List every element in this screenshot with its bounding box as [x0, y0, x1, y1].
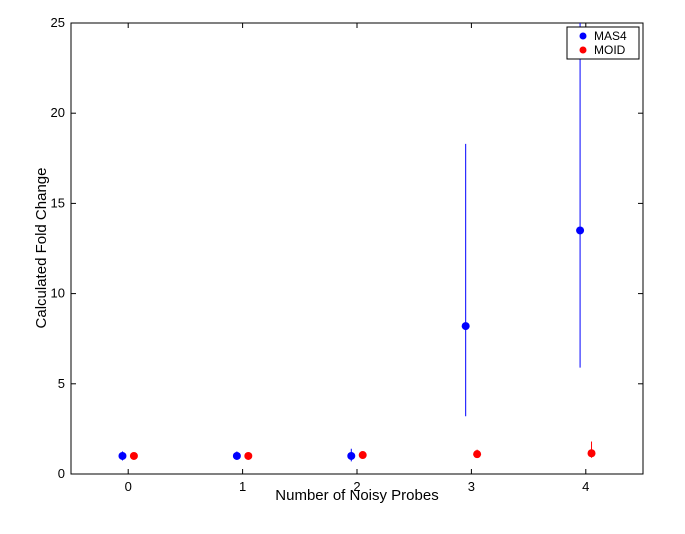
legend-label-mas4: MAS4: [594, 29, 627, 43]
data-point-moid: [129, 451, 138, 460]
data-point-mas4: [576, 226, 585, 235]
data-point-mas4: [347, 451, 356, 460]
x-tick-label: 1: [239, 479, 246, 494]
data-point-mas4: [118, 451, 127, 460]
data-point-mas4: [232, 451, 241, 460]
legend-label-moid: MOID: [594, 43, 626, 57]
data-point-moid: [358, 451, 367, 460]
y-tick-label: 0: [58, 466, 65, 481]
legend-marker-moid: [579, 46, 587, 54]
y-axis-label: Calculated Fold Change: [33, 168, 50, 329]
legend-marker-mas4: [579, 32, 587, 40]
legend: MAS4 MOID: [566, 26, 640, 60]
data-point-moid: [473, 450, 482, 459]
y-tick-label: 15: [51, 195, 65, 210]
data-point-moid: [587, 449, 596, 458]
axis-ticks: 0 5 10 15 20 25 0 1 2 3 4: [51, 15, 643, 494]
y-tick-label: 25: [51, 15, 65, 30]
y-tick-label: 5: [58, 376, 65, 391]
y-tick-label: 10: [51, 286, 65, 301]
data-marks: [118, 23, 596, 462]
legend-box: [566, 26, 640, 60]
y-tick-label: 20: [51, 105, 65, 120]
data-point-moid: [244, 451, 253, 460]
x-tick-label: 2: [353, 479, 360, 494]
plot-area: [70, 22, 644, 475]
x-tick-label: 4: [582, 479, 589, 494]
data-point-mas4: [461, 322, 470, 331]
x-tick-label: 0: [125, 479, 132, 494]
x-axis-label: Number of Noisy Probes: [275, 487, 438, 504]
x-tick-label: 3: [468, 479, 475, 494]
